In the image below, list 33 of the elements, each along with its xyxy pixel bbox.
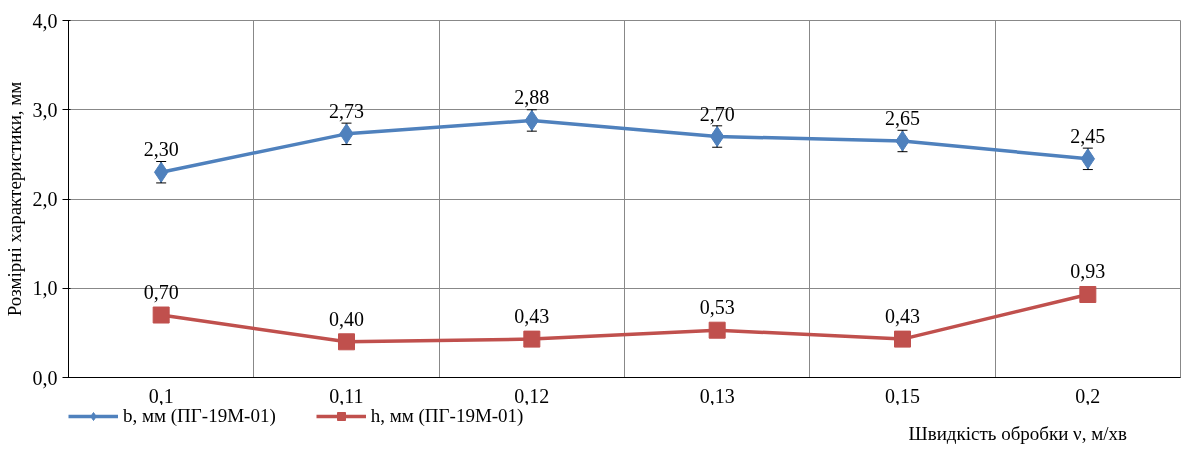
point (523, 330, 541, 348)
legend-label: b, мм (ПГ-19М-01) (123, 405, 276, 427)
y-tick-label: 2,0 (32, 188, 58, 210)
point (152, 306, 170, 324)
data-label: 2,65 (885, 106, 920, 129)
x-tick-label: 0,11 (329, 384, 364, 407)
y-tick-label: 3,0 (32, 98, 58, 121)
y-tick-label: 4,0 (32, 9, 58, 32)
x-tick-label: 0,12 (514, 384, 550, 407)
data-label: 2,70 (699, 102, 735, 125)
data-label: 2,88 (514, 86, 550, 109)
point (338, 333, 355, 351)
x-tick-label: 0,2 (1075, 384, 1101, 407)
data-label: 2,73 (329, 99, 364, 122)
point (708, 321, 726, 339)
data-label: 0,70 (143, 281, 179, 304)
y-tick-label: 0,0 (32, 366, 58, 389)
data-label: 2,30 (143, 138, 179, 161)
x-axis-title: Швидкість обробки ν, м/хв (908, 422, 1128, 444)
data-label: 0,93 (1070, 260, 1106, 283)
data-label: 0,53 (699, 296, 735, 319)
point (894, 330, 911, 348)
y-axis-title: Розмірні характеристики, мм (3, 81, 25, 317)
x-tick-label: 0,13 (699, 384, 735, 407)
data-label: 0,43 (514, 305, 550, 328)
legend-label: h, мм (ПГ-19М-01) (370, 405, 524, 427)
x-tick-label: 0,15 (885, 384, 920, 407)
point (1079, 286, 1097, 303)
x-tick-label: 0,1 (148, 384, 174, 407)
data-label: 2,45 (1070, 124, 1106, 147)
y-tick-label: 1,0 (32, 277, 58, 300)
data-label: 0,43 (885, 305, 920, 328)
data-label: 0,40 (329, 307, 364, 330)
